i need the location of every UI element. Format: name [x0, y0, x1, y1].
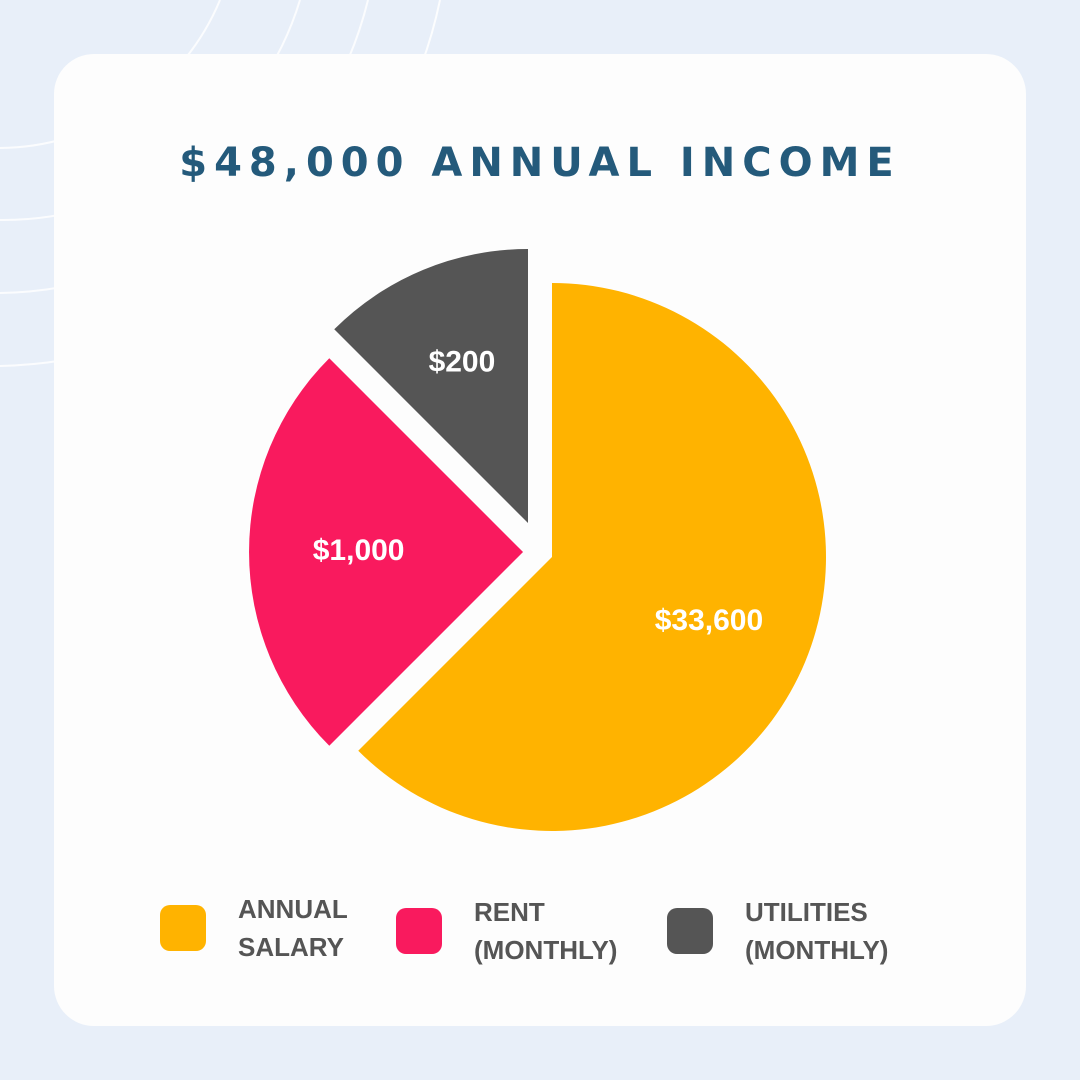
legend-item-annual-salary: ANNUAL SALARY	[160, 890, 348, 966]
pie-slice-utilities	[334, 249, 528, 524]
slice-label-annual-salary: $33,600	[655, 604, 763, 637]
pie-slice-rent	[249, 358, 524, 746]
slice-label-rent: $1,000	[313, 534, 405, 567]
legend-swatch-annual-salary	[160, 905, 206, 951]
legend-item-rent: RENT (MONTHLY)	[396, 893, 617, 969]
legend-label-rent: RENT (MONTHLY)	[474, 897, 618, 965]
chart-card	[54, 54, 1026, 1026]
pie-slice-annual-salary	[358, 282, 826, 831]
legend-swatch-utilities	[667, 908, 713, 954]
legend-label-utilities: UTILITIES (MONTHLY)	[745, 897, 889, 965]
chart-title: $48,000 ANNUAL INCOME	[179, 140, 901, 186]
slice-label-utilities: $200	[429, 345, 496, 378]
legend-item-utilities: UTILITIES (MONTHLY)	[667, 893, 888, 969]
legend-label-annual-salary: ANNUAL SALARY	[238, 894, 348, 962]
legend-swatch-rent	[396, 908, 442, 954]
